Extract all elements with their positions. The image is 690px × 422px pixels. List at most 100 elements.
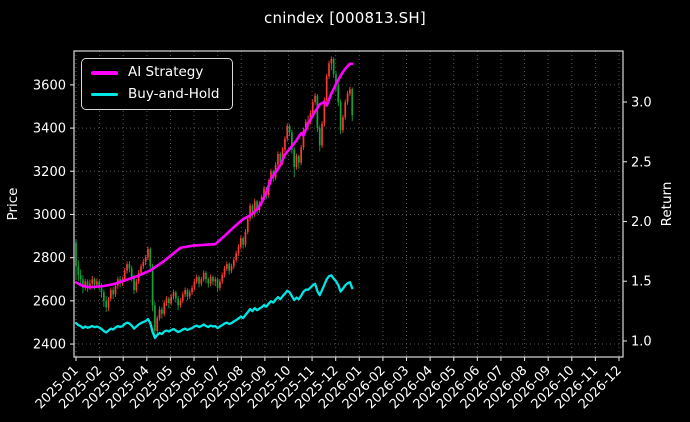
candle-body (293, 149, 296, 167)
price-axis-label: Price (5, 188, 21, 221)
candle-body (123, 270, 126, 280)
candle-body (144, 257, 147, 262)
candle-body (191, 287, 193, 293)
plot-border (73, 50, 624, 358)
candle-body (170, 296, 173, 304)
return-tick-label: 1.0 (631, 334, 652, 349)
return-tick-label: 3.0 (631, 96, 652, 111)
candle-body (316, 95, 319, 129)
candle-body (79, 274, 82, 280)
candle-body (133, 277, 135, 291)
candle-body (209, 277, 212, 284)
chart-title: cnindex [000813.SH] (264, 9, 426, 27)
candle-body (128, 264, 131, 269)
buy-and-hold-line (74, 274, 354, 340)
candle-body (256, 201, 258, 211)
candle-body (200, 279, 203, 284)
candle-body (330, 58, 333, 64)
price-tick-label: 3000 (33, 208, 66, 223)
candle-body (281, 149, 284, 163)
candle-body (202, 272, 205, 280)
price-tick-label: 2400 (33, 338, 66, 353)
candle-body (158, 309, 161, 319)
candle-body (154, 305, 156, 332)
candle-body (84, 281, 87, 288)
return-tick-label: 2.0 (631, 215, 652, 230)
candle-body (314, 95, 316, 103)
ai-strategy-line (74, 62, 354, 289)
candle-body (126, 264, 128, 271)
candle-body (165, 298, 168, 304)
candle-body (112, 290, 114, 295)
candle-body (328, 63, 330, 77)
candle-body (172, 292, 175, 297)
candle-body (82, 279, 84, 288)
candle-body (286, 125, 289, 139)
candle-body (226, 264, 228, 269)
legend: AI Strategy Buy-and-Hold (81, 58, 234, 110)
candle-body (135, 281, 138, 291)
candle-body (253, 201, 256, 215)
legend-item-ai-strategy: AI Strategy (91, 64, 219, 80)
candle-body (86, 281, 89, 287)
candle-body (174, 292, 177, 299)
candle-body (156, 318, 159, 332)
candle-body (114, 285, 117, 295)
candle-body (332, 58, 335, 75)
price-tick-label: 2600 (33, 294, 66, 309)
candle-body (239, 238, 242, 247)
candle-body (219, 281, 221, 288)
candle-body (337, 84, 340, 103)
legend-label-ai-strategy: AI Strategy (128, 64, 204, 80)
candle-body (103, 292, 105, 301)
ai-strategy-line-swatch (91, 71, 118, 75)
candle-body (295, 156, 298, 167)
candle-body (77, 266, 80, 275)
candle-body (100, 285, 103, 293)
candle-body (339, 102, 342, 131)
candle-body (193, 281, 196, 288)
buy-and-hold-line-swatch (91, 92, 118, 96)
price-tick-label: 3600 (33, 78, 66, 93)
candle-body (311, 102, 314, 113)
candle-body (228, 264, 231, 271)
candle-body (242, 238, 244, 245)
candle-body (230, 266, 233, 271)
candle-body (142, 261, 145, 267)
candle-body (342, 117, 344, 131)
candle-body (181, 294, 184, 301)
candle-body (184, 290, 186, 295)
candle-body (216, 279, 219, 288)
candle-body (318, 128, 321, 146)
price-tick-label: 3400 (33, 122, 66, 137)
candle-body (302, 130, 305, 148)
candle-body (161, 309, 163, 314)
candle-body (167, 298, 170, 304)
candle-body (291, 132, 293, 150)
candle-body (96, 281, 98, 285)
candle-body (279, 154, 282, 163)
candle-body (344, 102, 347, 118)
legend-label-buy-and-hold: Buy-and-Hold (128, 85, 220, 102)
candle-body (188, 292, 191, 297)
candle-body (177, 298, 179, 306)
candle-body (321, 123, 323, 146)
return-tick-label: 2.5 (631, 155, 652, 170)
candle-body (251, 205, 254, 215)
candle-body (89, 283, 91, 287)
candle-body (109, 290, 112, 299)
candle-body (186, 290, 189, 297)
candle-body (195, 277, 198, 282)
candle-body (346, 93, 349, 103)
candle-body (223, 268, 226, 275)
candle-body (325, 76, 328, 101)
candle-body (105, 300, 108, 308)
candle-body (147, 249, 149, 258)
candle-body (300, 147, 303, 163)
candle-body (93, 279, 96, 285)
candle-body (179, 300, 182, 306)
candle-body (163, 303, 166, 314)
candle-body (297, 156, 300, 163)
